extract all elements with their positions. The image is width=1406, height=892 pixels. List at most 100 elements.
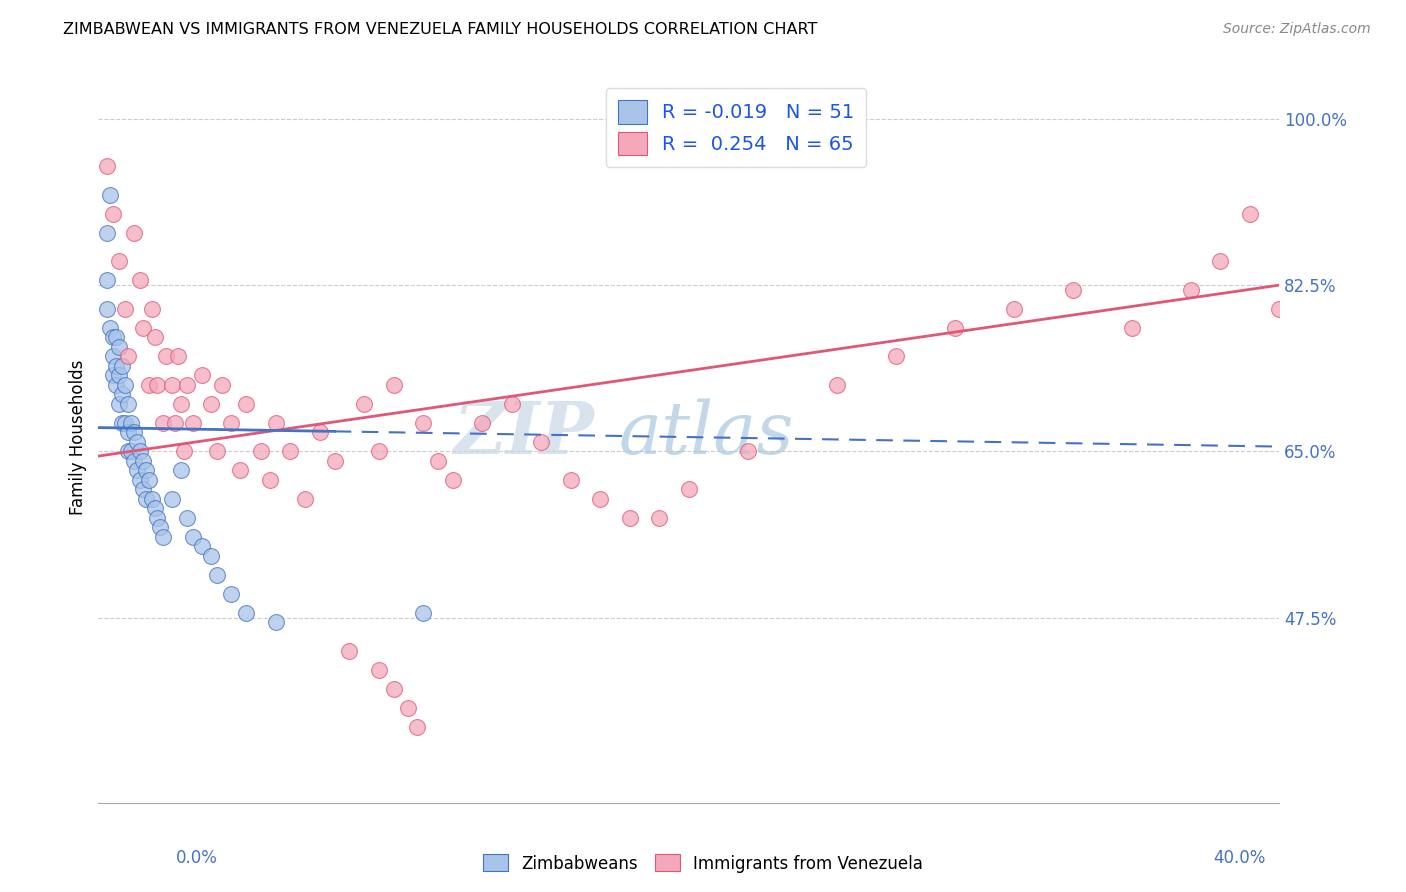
Point	[200, 549, 222, 563]
Point	[120, 444, 142, 458]
Point	[1002, 301, 1025, 316]
Point	[323, 454, 346, 468]
Point	[221, 416, 243, 430]
Point	[678, 483, 700, 497]
Point	[138, 377, 160, 392]
Point	[135, 463, 157, 477]
Point	[398, 701, 420, 715]
Point	[200, 397, 222, 411]
Point	[1209, 254, 1232, 268]
Point	[264, 416, 287, 430]
Point	[132, 483, 155, 497]
Text: 40.0%: 40.0%	[1213, 849, 1265, 867]
Point	[353, 397, 375, 411]
Point	[165, 416, 187, 430]
Point	[412, 416, 434, 430]
Point	[737, 444, 759, 458]
Point	[143, 330, 166, 344]
Point	[128, 473, 150, 487]
Point	[155, 349, 177, 363]
Point	[427, 454, 450, 468]
Point	[309, 425, 332, 440]
Point	[108, 254, 131, 268]
Point	[96, 159, 118, 173]
Point	[120, 416, 142, 430]
Point	[191, 539, 214, 553]
Point	[98, 187, 121, 202]
Point	[98, 321, 121, 335]
Point	[825, 377, 848, 392]
Point	[152, 416, 174, 430]
Point	[117, 349, 139, 363]
Point	[103, 330, 125, 344]
Point	[406, 720, 429, 734]
Point	[1180, 283, 1202, 297]
Point	[1268, 301, 1291, 316]
Point	[132, 454, 155, 468]
Point	[141, 491, 163, 506]
Point	[111, 416, 134, 430]
Text: 0.0%: 0.0%	[176, 849, 218, 867]
Point	[205, 444, 228, 458]
Point	[205, 567, 228, 582]
Point	[125, 434, 148, 449]
Point	[589, 491, 612, 506]
Point	[173, 444, 195, 458]
Point	[530, 434, 553, 449]
Text: ZIMBABWEAN VS IMMIGRANTS FROM VENEZUELA FAMILY HOUSEHOLDS CORRELATION CHART: ZIMBABWEAN VS IMMIGRANTS FROM VENEZUELA …	[63, 22, 818, 37]
Point	[114, 301, 136, 316]
Point	[648, 511, 671, 525]
Point	[943, 321, 966, 335]
Point	[105, 330, 128, 344]
Point	[96, 301, 118, 316]
Point	[235, 397, 257, 411]
Point	[108, 397, 131, 411]
Point	[167, 349, 190, 363]
Point	[221, 587, 243, 601]
Point	[560, 473, 582, 487]
Point	[1121, 321, 1143, 335]
Point	[170, 463, 193, 477]
Point	[105, 359, 128, 373]
Point	[176, 377, 198, 392]
Point	[382, 377, 405, 392]
Point	[143, 501, 166, 516]
Point	[170, 397, 193, 411]
Point	[162, 377, 183, 392]
Point	[122, 226, 145, 240]
Point	[339, 644, 361, 658]
Point	[108, 368, 131, 383]
Point	[146, 377, 169, 392]
Point	[412, 606, 434, 620]
Point	[117, 425, 139, 440]
Point	[132, 321, 155, 335]
Point	[471, 416, 494, 430]
Point	[368, 663, 391, 677]
Point	[1239, 207, 1261, 221]
Point	[280, 444, 302, 458]
Point	[128, 444, 150, 458]
Point	[122, 454, 145, 468]
Point	[264, 615, 287, 630]
Point	[149, 520, 172, 534]
Point	[884, 349, 907, 363]
Point	[96, 273, 118, 287]
Point	[125, 463, 148, 477]
Point	[235, 606, 257, 620]
Point	[368, 444, 391, 458]
Point	[117, 444, 139, 458]
Point	[191, 368, 214, 383]
Point	[162, 491, 183, 506]
Point	[294, 491, 316, 506]
Point	[96, 226, 118, 240]
Point	[105, 377, 128, 392]
Point	[103, 207, 125, 221]
Point	[211, 377, 233, 392]
Point	[103, 349, 125, 363]
Point	[181, 530, 204, 544]
Point	[152, 530, 174, 544]
Point	[114, 416, 136, 430]
Point	[181, 416, 204, 430]
Point	[250, 444, 273, 458]
Point	[229, 463, 252, 477]
